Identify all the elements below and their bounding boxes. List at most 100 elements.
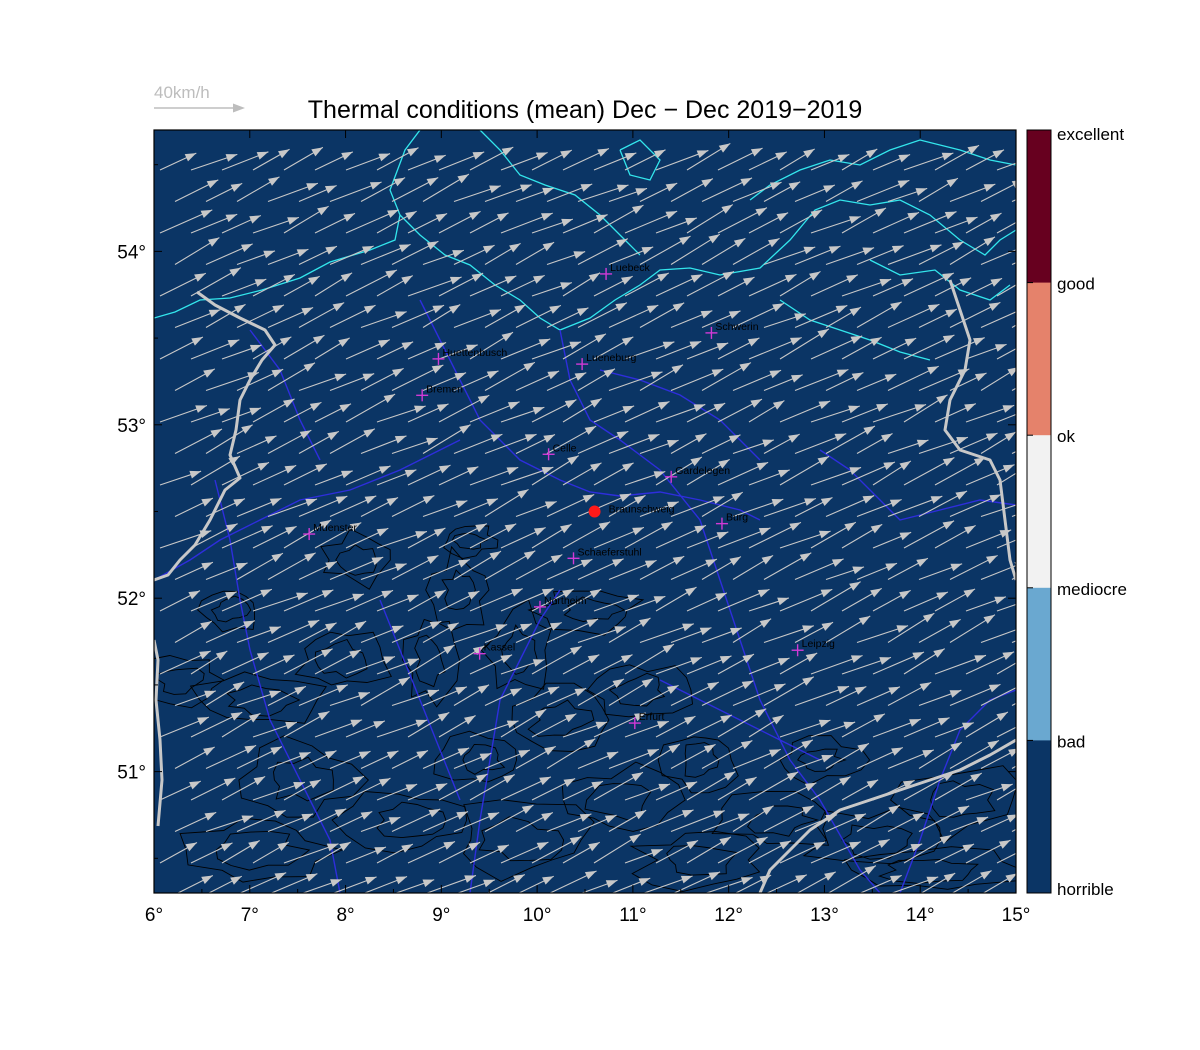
wind-arrow — [859, 874, 902, 893]
wind-arrow — [453, 623, 508, 644]
wind-arrow — [329, 691, 370, 707]
terrain-contour — [215, 830, 311, 871]
wind-arrow-head — [644, 560, 657, 569]
wind-arrow — [670, 233, 721, 265]
wind-arrow-head — [432, 305, 445, 314]
wind-arrow-head — [268, 176, 280, 186]
colorbar-label: good — [1057, 275, 1095, 294]
wind-arrow-head — [321, 589, 334, 598]
wind-arrow-head — [622, 462, 634, 472]
wind-arrow-head — [851, 180, 863, 190]
wind-arrow — [345, 777, 391, 801]
wind-arrow — [841, 713, 886, 738]
wind-arrow — [732, 748, 781, 770]
wind-arrow-head — [501, 332, 513, 342]
wind-arrow-head — [278, 149, 290, 159]
wind-arrow — [670, 495, 725, 518]
wind-arrow-head — [422, 879, 435, 888]
wind-arrow-head — [949, 690, 962, 698]
wind-arrow-head — [631, 772, 643, 782]
wind-arrow-head — [828, 246, 841, 254]
wind-arrow-head — [564, 713, 577, 723]
wind-arrow-head — [256, 652, 269, 661]
wind-arrow-head — [496, 212, 509, 222]
wind-arrow — [221, 278, 267, 297]
wind-arrow — [686, 655, 732, 675]
wind-arrow — [887, 557, 929, 580]
wind-arrow-head — [901, 278, 914, 287]
wind-arrow — [887, 749, 935, 770]
wind-arrow-head — [705, 559, 717, 568]
wind-arrow — [314, 470, 353, 486]
wind-arrow — [500, 588, 554, 612]
wind-arrow — [655, 586, 697, 612]
wind-arrow-head — [381, 899, 393, 908]
wind-arrow — [221, 344, 262, 360]
wind-arrow-head — [682, 623, 694, 632]
wind-arrow — [935, 898, 981, 926]
wind-arrow — [314, 151, 354, 171]
wind-arrow-head — [234, 304, 246, 314]
wind-arrow-head — [693, 404, 706, 412]
wind-arrow-shaft — [980, 504, 1016, 518]
wind-arrow — [872, 718, 921, 738]
wind-arrow-head — [638, 878, 651, 886]
wind-arrow — [453, 550, 502, 580]
wind-arrow-head — [927, 304, 940, 313]
wind-arrow — [531, 778, 576, 801]
wind-arrow — [515, 370, 560, 392]
river-segment — [419, 299, 761, 521]
wind-arrow-head — [950, 563, 963, 572]
wind-arrow — [252, 654, 295, 675]
wind-arrow — [965, 783, 1013, 801]
wind-arrow-head — [477, 684, 489, 694]
wind-arrow-head — [309, 779, 321, 789]
wind-arrow-head — [849, 216, 861, 224]
wind-arrow-shaft — [996, 662, 1016, 675]
wind-arrow — [484, 623, 533, 644]
wind-arrow — [284, 899, 331, 926]
wind-arrow — [205, 744, 257, 769]
wind-arrow — [608, 494, 646, 517]
wind-arrow-head — [685, 781, 698, 790]
wind-arrow — [934, 216, 978, 234]
colorbar-label: excellent — [1057, 125, 1124, 144]
wind-arrow-head — [904, 338, 917, 347]
wind-arrow — [438, 773, 488, 801]
terrain-contour — [480, 599, 552, 690]
wind-arrow — [949, 739, 1000, 769]
wind-arrow-head — [273, 810, 286, 819]
wind-arrow-head — [603, 368, 615, 378]
wind-arrow-head — [325, 561, 337, 570]
wind-arrow — [608, 304, 659, 329]
wind-arrow-head — [672, 556, 685, 565]
city-label: Schwerin — [715, 321, 758, 333]
wind-arrow-head — [486, 370, 499, 379]
wind-arrow — [624, 595, 666, 612]
wind-arrow-head — [672, 302, 685, 312]
wind-arrow — [825, 306, 862, 328]
wind-arrow — [611, 877, 651, 893]
wind-arrow — [949, 372, 987, 391]
wind-arrow — [469, 523, 517, 549]
terrain-contour — [501, 624, 539, 675]
wind-arrow-head — [989, 494, 1001, 503]
terrain-contour — [425, 545, 490, 631]
wind-arrow-head — [244, 745, 257, 754]
terrain-contour — [402, 618, 460, 708]
wind-arrow-head — [718, 143, 731, 153]
wind-arrow-head — [909, 719, 921, 727]
wind-arrow — [469, 720, 519, 738]
wind-arrow-head — [454, 372, 467, 381]
wind-arrow-head — [475, 523, 487, 533]
wind-arrow — [639, 555, 685, 580]
wind-arrow — [190, 711, 243, 738]
wind-arrow-head — [957, 368, 970, 377]
wind-arrow — [934, 843, 975, 864]
wind-arrow — [376, 530, 428, 549]
wind-arrow — [422, 559, 470, 581]
wind-arrow — [763, 625, 814, 644]
wind-arrow-head — [308, 276, 320, 285]
wind-arrow — [996, 603, 1016, 612]
wind-arrow — [391, 689, 440, 707]
